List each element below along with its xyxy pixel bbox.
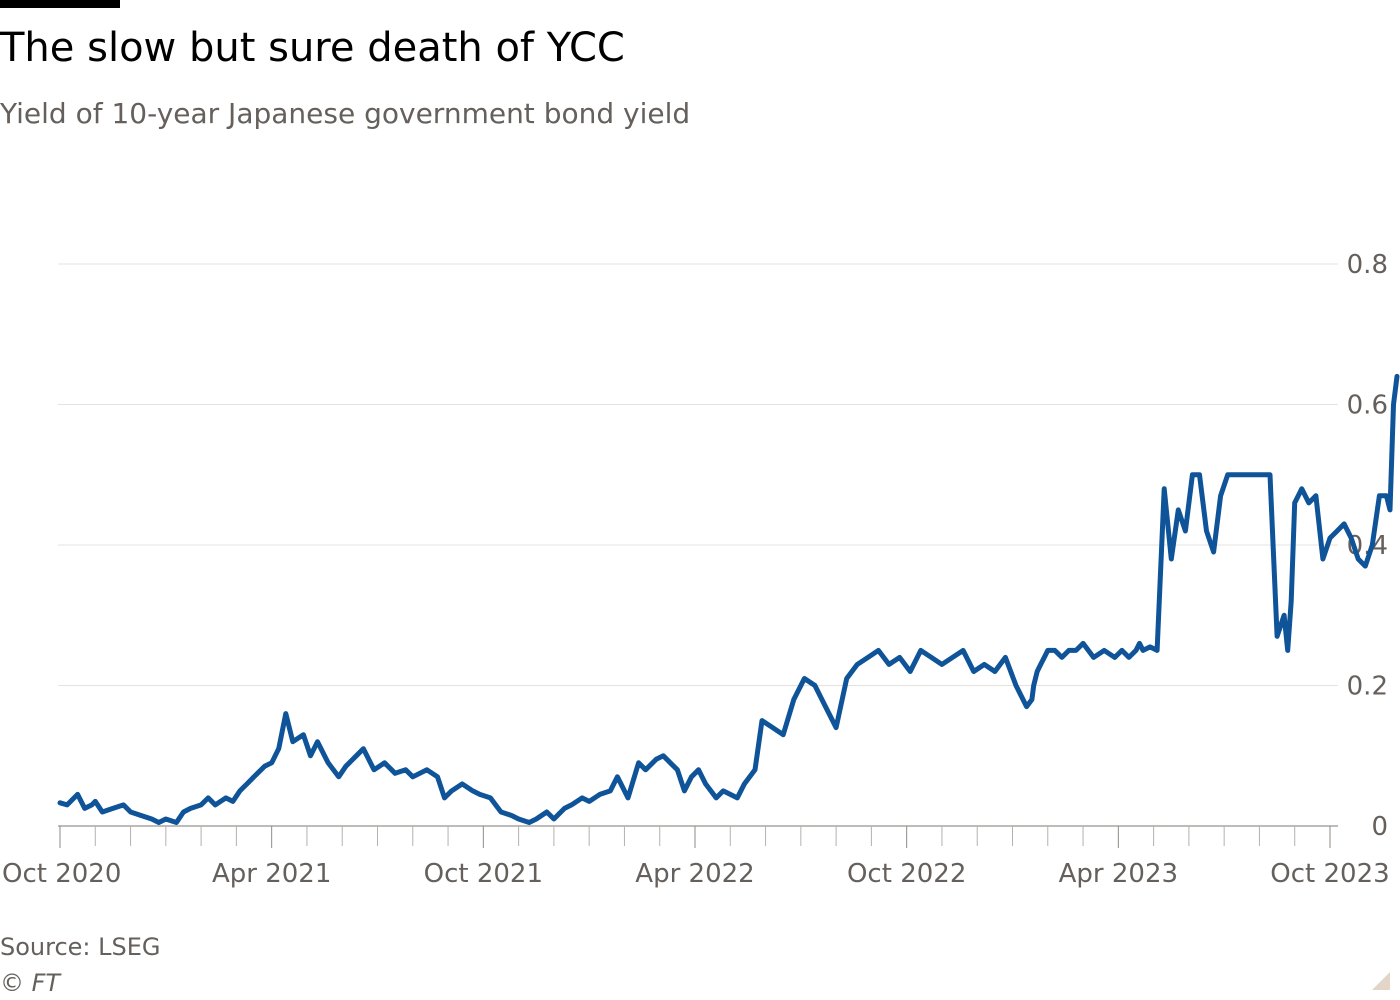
x-tick-label: Oct 2022 — [847, 859, 966, 889]
corner-fold-icon — [1372, 972, 1390, 990]
y-axis-tick-labels: 00.20.40.60.8 — [1347, 250, 1388, 842]
series-line-0 — [57, 373, 1400, 825]
copyright-note: © FT — [0, 969, 61, 997]
x-tick-label: Apr 2023 — [1059, 859, 1178, 889]
y-tick-label: 0.6 — [1347, 391, 1388, 421]
source-note: Source: LSEG — [0, 933, 161, 961]
x-tick-label: Oct 2021 — [424, 859, 543, 889]
x-tick-label: Apr 2021 — [212, 859, 331, 889]
ft-top-bar — [0, 0, 120, 8]
grid-lines — [58, 263, 1338, 686]
y-tick-label: 0.2 — [1347, 672, 1388, 702]
x-axis: Oct 2020 Apr 2021 Oct 2021 Apr 2022 Oct 2022… — [2, 825, 1390, 889]
line-chart: 00.20.40.60.8 Oct 2020 Apr 2021 Oct 2021 Ap… — [2, 250, 1400, 889]
chart-subtitle: Yield of 10-year Japanese government bon… — [0, 97, 691, 130]
series-group — [57, 373, 1400, 825]
chart-title: The slow but sure death of YCC — [0, 25, 625, 71]
y-tick-label: 0.8 — [1347, 250, 1388, 280]
y-tick-label: 0 — [1371, 812, 1388, 842]
x-tick-label: Apr 2022 — [635, 859, 754, 889]
x-tick-label: Oct 2020 — [2, 859, 121, 889]
x-tick-label: Oct 2023 — [1270, 859, 1389, 889]
